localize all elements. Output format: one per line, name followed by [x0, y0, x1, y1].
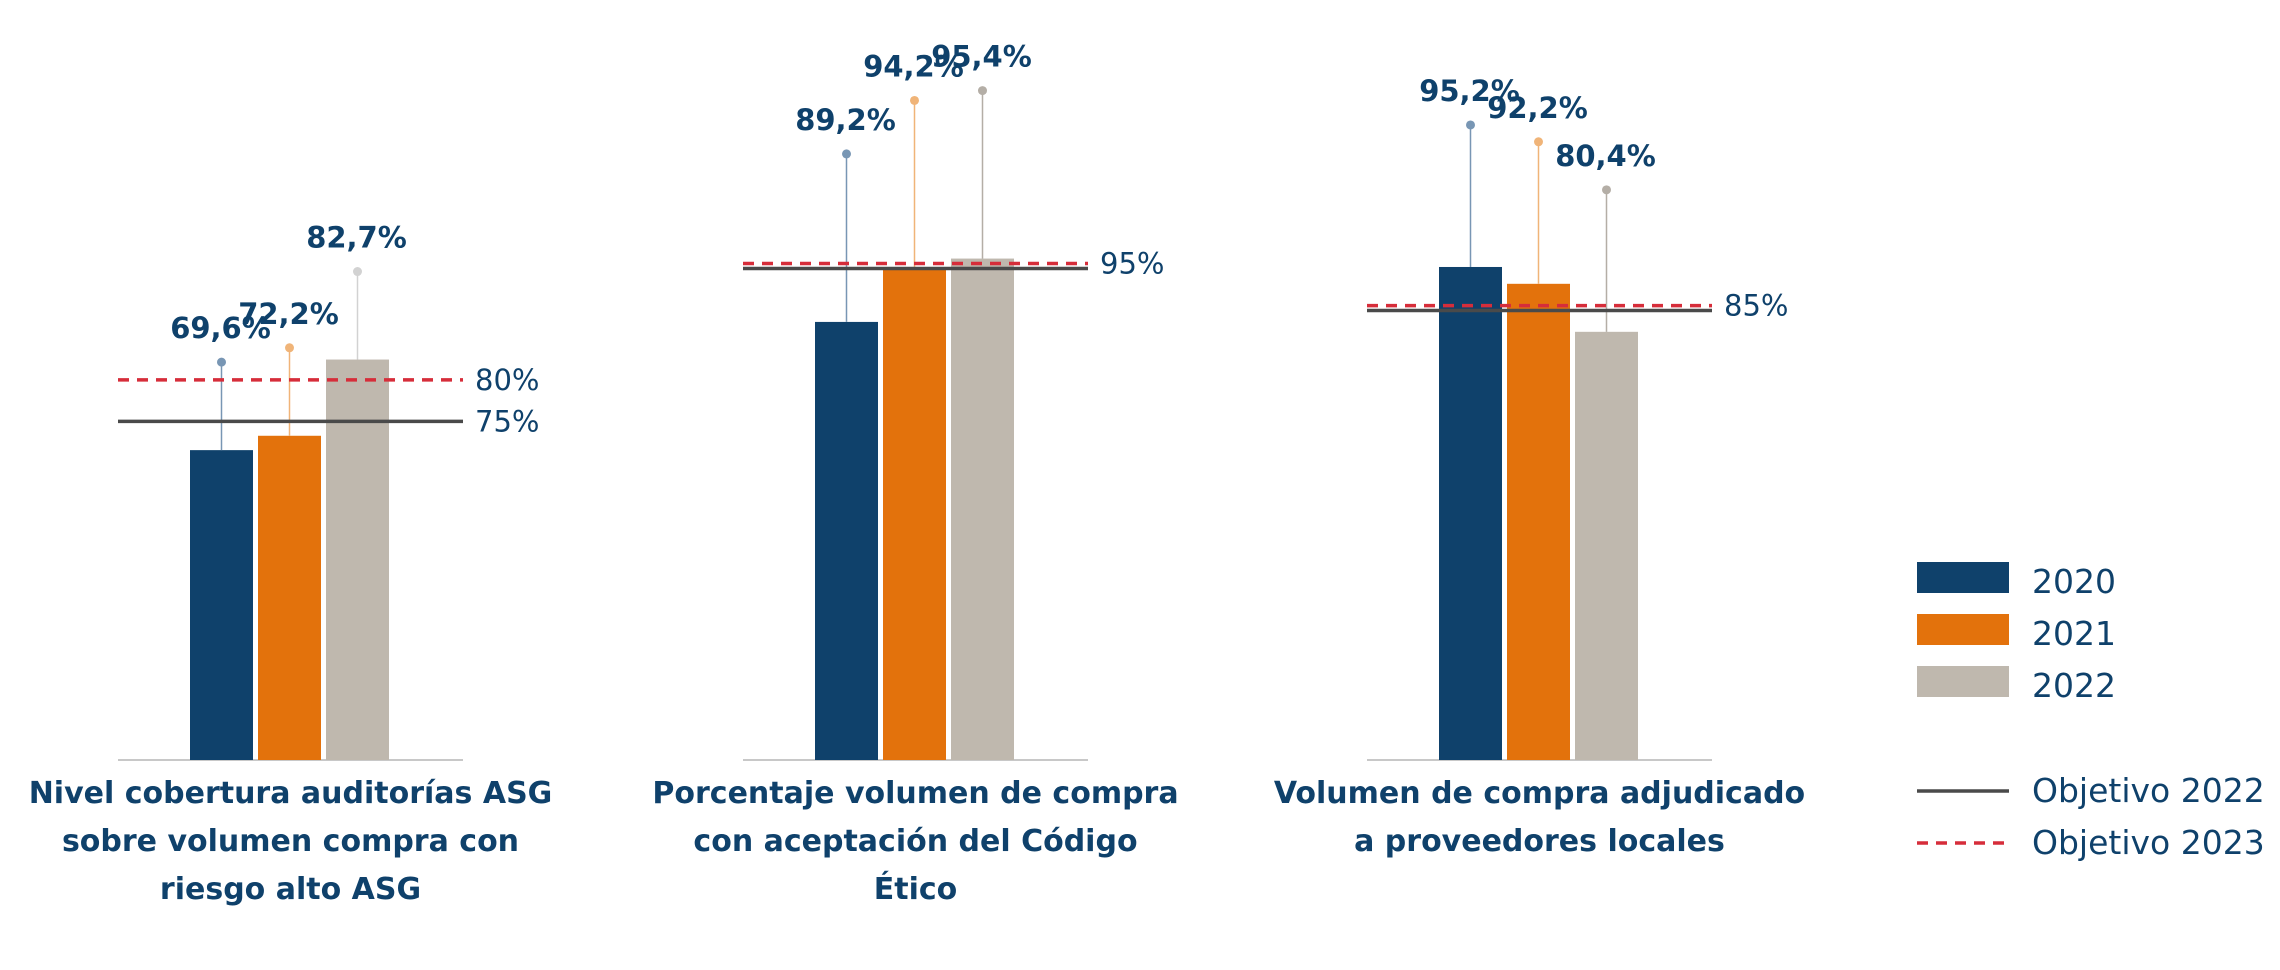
panel-title-line-2-panel-3: a proveedores locales	[1354, 824, 1725, 859]
bar-2022-panel-1	[326, 359, 389, 760]
label-stem-dot-2020-panel-2	[842, 149, 851, 159]
label-stem-dot-2020-panel-3	[1466, 120, 1475, 130]
value-label-2021-panel-2: 94,2%	[863, 49, 964, 83]
panel-title-line-3-panel-2: Ético	[874, 871, 958, 907]
bar-2020-panel-2	[815, 321, 878, 760]
label-stem-dot-2021-panel-3	[1534, 137, 1543, 147]
target-2022-label-panel-1: 75%	[475, 404, 539, 438]
value-label-2020-panel-3: 95,2%	[1419, 74, 1520, 108]
label-stem-dot-2021-panel-2	[910, 95, 919, 105]
value-label-2022-panel-2: 95,4%	[931, 40, 1032, 74]
legend-label-objetivo-2022: Objetivo 2022	[2032, 771, 2265, 810]
target-2023-label-panel-2: 95%	[1100, 247, 1164, 281]
value-label-2021-panel-1: 72,2%	[238, 297, 339, 331]
panel-title-line-1-panel-1: Nivel cobertura auditorías ASG	[29, 776, 553, 811]
panel-title-line-1-panel-2: Porcentaje volumen de compra	[652, 776, 1178, 811]
bar-2021-panel-1	[258, 435, 321, 760]
value-label-2022-panel-3: 80,4%	[1555, 139, 1656, 173]
legend-swatch-2020	[1917, 562, 2009, 593]
legend-label-2022: 2022	[2032, 666, 2116, 705]
value-label-2021-panel-3: 92,2%	[1487, 91, 1588, 125]
legend-swatch-2021	[1917, 614, 2009, 645]
panel-title-line-3-panel-1: riesgo alto ASG	[160, 872, 421, 907]
legend-label-2021: 2021	[2032, 614, 2116, 653]
panel-title-line-2-panel-1: sobre volumen compra con	[62, 824, 519, 859]
label-stem-dot-2021-panel-1	[285, 343, 294, 353]
bar-2020-panel-1	[190, 450, 253, 760]
label-stem-dot-2022-panel-3	[1602, 185, 1611, 195]
bar-2021-panel-2	[883, 268, 946, 760]
bar-2022-panel-2	[951, 258, 1014, 760]
label-stem-dot-2020-panel-1	[217, 357, 226, 367]
bar-2021-panel-3	[1507, 283, 1570, 760]
value-label-2020-panel-2: 89,2%	[795, 103, 896, 137]
panel-title-line-1-panel-3: Volumen de compra adjudicado	[1274, 776, 1805, 811]
legend-label-objetivo-2023: Objetivo 2023	[2032, 823, 2265, 862]
legend-label-2020: 2020	[2032, 562, 2116, 601]
bar-2022-panel-3	[1575, 331, 1638, 760]
legend-swatch-2022	[1917, 666, 2009, 697]
target-2023-label-panel-1: 80%	[475, 363, 539, 397]
target-2023-label-panel-3: 85%	[1724, 289, 1788, 323]
value-label-2022-panel-1: 82,7%	[306, 221, 407, 255]
label-stem-dot-2022-panel-1	[353, 267, 362, 277]
label-stem-dot-2022-panel-2	[978, 86, 987, 96]
bar-2020-panel-3	[1439, 266, 1502, 760]
value-label-2020-panel-1: 69,6%	[170, 311, 271, 345]
panel-title-line-2-panel-2: con aceptación del Código	[693, 824, 1137, 859]
